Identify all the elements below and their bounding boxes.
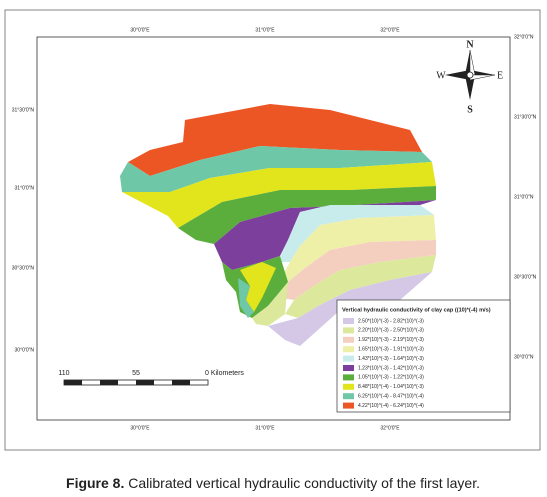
coordinate-labels: 30°0'0"E 31°0'0"E 32°0'0"E 30°0'0"E 31°0'0"E…: [12, 27, 537, 431]
zone: [214, 200, 436, 270]
legend-label: 1.65*(10)^(-3) - 1.91*(10)^(-3): [358, 347, 424, 353]
legend-swatch: [343, 365, 354, 371]
top-coord: 32°0'0"E: [380, 27, 400, 33]
bottom-coord: 32°0'0"E: [380, 425, 400, 431]
legend-swatch: [343, 374, 354, 381]
zone: [128, 104, 422, 176]
right-coord: 30°30'0"N: [514, 274, 537, 280]
legend-label: 6.25*(10)^(-4) - 8.47*(10)^(-4): [358, 394, 424, 400]
bottom-coord: 31°0'0"E: [255, 425, 275, 431]
zone: [238, 278, 254, 318]
legend-swatch: [343, 346, 354, 353]
scale-label: 55: [132, 370, 140, 377]
legend-swatch: [343, 383, 354, 390]
compass-n: N: [466, 39, 474, 50]
legend-swatch: [343, 318, 354, 324]
zone: [178, 186, 436, 244]
caption: Figure 8. Calibrated vertical hydraulic …: [66, 475, 480, 491]
compass-w: W: [436, 70, 446, 81]
zone: [268, 272, 432, 346]
zone: [122, 162, 436, 228]
scale-bar: 110 55 0 Kilometers: [58, 370, 244, 386]
legend-label: 2.50*(10)^(-3) - 2.82*(10)^(-3): [358, 318, 424, 324]
legend-label: 1.23*(10)^(-3) - 1.42*(10)^(-3): [358, 365, 424, 371]
legend-swatch: [343, 327, 354, 334]
legend-swatch: [343, 355, 354, 362]
legend-label: 8.48*(10)^(-4) - 1.04*(10)^(-3): [358, 384, 424, 390]
legend-label: 2.20*(10)^(-3) - 2.50*(10)^(-3): [358, 328, 424, 334]
left-coord: 31°30'0"N: [12, 107, 35, 113]
left-coord: 30°30'0"N: [12, 265, 35, 271]
caption-text: Calibrated vertical hydraulic conductivi…: [128, 475, 480, 491]
legend: Vertical hydraulic conductivity of clay …: [336, 299, 511, 413]
top-coord: 30°0'0"E: [130, 27, 150, 33]
bottom-coord: 30°0'0"E: [130, 425, 150, 431]
left-coord: 31°0'0"N: [15, 185, 35, 191]
right-coord: 31°30'0"N: [514, 114, 537, 120]
outer-frame: [4, 9, 541, 451]
study-area: [120, 104, 436, 346]
compass-e: E: [497, 70, 503, 81]
right-coord: 30°0'0"N: [514, 354, 534, 360]
legend-label: 4.22*(10)^(-4) - 6.24*(10)^(-4): [358, 403, 424, 409]
legend-title: Vertical hydraulic conductivity of clay …: [342, 307, 491, 313]
caption-label: Figure 8.: [66, 475, 124, 491]
compass-s: S: [467, 104, 473, 115]
scale-label: 110: [58, 370, 69, 377]
zone: [278, 205, 434, 262]
left-coord: 30°0'0"N: [15, 347, 35, 353]
zone: [120, 146, 432, 192]
north-arrow: N E S W: [436, 39, 503, 115]
zone: [280, 215, 436, 282]
right-coord: 32°0'0"N: [514, 34, 534, 40]
right-coord: 31°0'0"N: [514, 194, 534, 200]
legend-label: 1.92*(10)^(-3) - 2.19*(10)^(-3): [358, 337, 424, 343]
legend-swatch: [343, 336, 354, 343]
scale-label: 0 Kilometers: [205, 370, 244, 377]
legend-swatch: [343, 402, 354, 409]
zone: [282, 240, 436, 300]
legend-swatch: [343, 393, 354, 400]
zone: [240, 262, 276, 312]
legend-label: 1.43*(10)^(-3) - 1.64*(10)^(-3): [358, 356, 424, 362]
top-coord: 31°0'0"E: [255, 27, 275, 33]
legend-label: 1.05*(10)^(-3) - 1.22*(10)^(-3): [358, 375, 424, 381]
zone: [285, 255, 436, 318]
zone: [252, 282, 288, 326]
